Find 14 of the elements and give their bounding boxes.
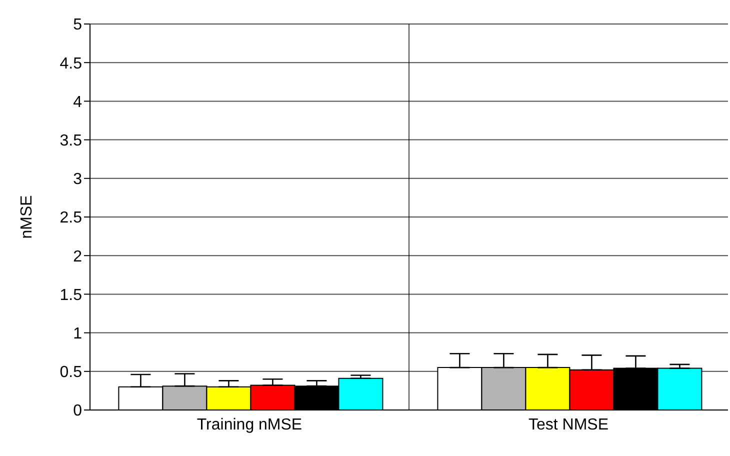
y-tick-label: 1.5 — [60, 286, 82, 304]
y-tick-label: 2 — [73, 248, 82, 266]
y-tick-label: 4.5 — [60, 55, 82, 72]
y-tick-label: 2.5 — [60, 210, 82, 227]
x-tick-label: Training nMSE — [196, 416, 302, 434]
y-tick-label: 0 — [73, 402, 82, 420]
y-tick-label: 4 — [73, 94, 82, 111]
x-tick-label: Test NMSE — [528, 416, 609, 434]
y-tick-label: 3.5 — [60, 132, 82, 150]
y-axis-title: nMSE — [18, 195, 36, 239]
y-tick-label: 1 — [73, 325, 82, 342]
y-tick-label: 0.5 — [60, 364, 82, 382]
y-tick-label: 5 — [73, 16, 82, 34]
y-tick-label: 3 — [73, 171, 82, 188]
